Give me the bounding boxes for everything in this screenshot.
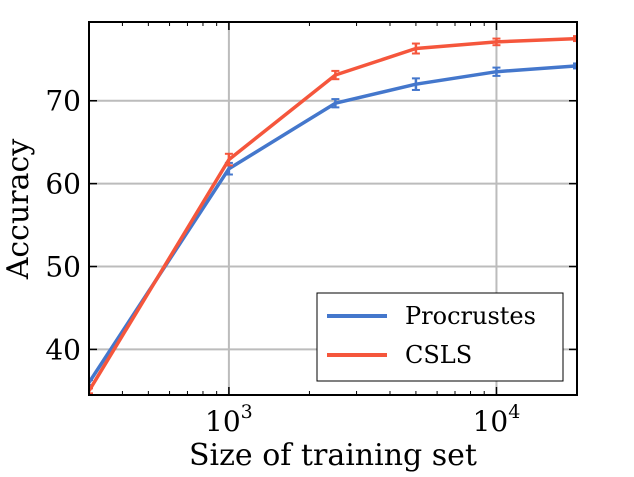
x-tick-label: 103 [205,401,253,438]
series-line-csls [89,36,577,392]
x-axis-title: Size of training set [189,438,477,473]
legend: Procrustes CSLS [316,292,564,382]
plot-frame [88,21,578,396]
y-tick-label: 40 [45,333,81,366]
series-line-procrustes [89,64,577,384]
axis-ticks: 40 50 60 70 103 104 [45,22,577,438]
legend-label-procrustes: Procrustes [405,302,536,330]
y-tick-label: 60 [45,168,81,201]
y-tick-label: 50 [45,251,81,284]
x-tick-label: 104 [473,401,521,438]
y-tick-label: 70 [45,85,81,118]
legend-label-csls: CSLS [405,341,472,369]
series-layer [89,35,577,395]
legend-box [316,292,564,382]
y-axis-title: Accuracy [1,139,36,281]
